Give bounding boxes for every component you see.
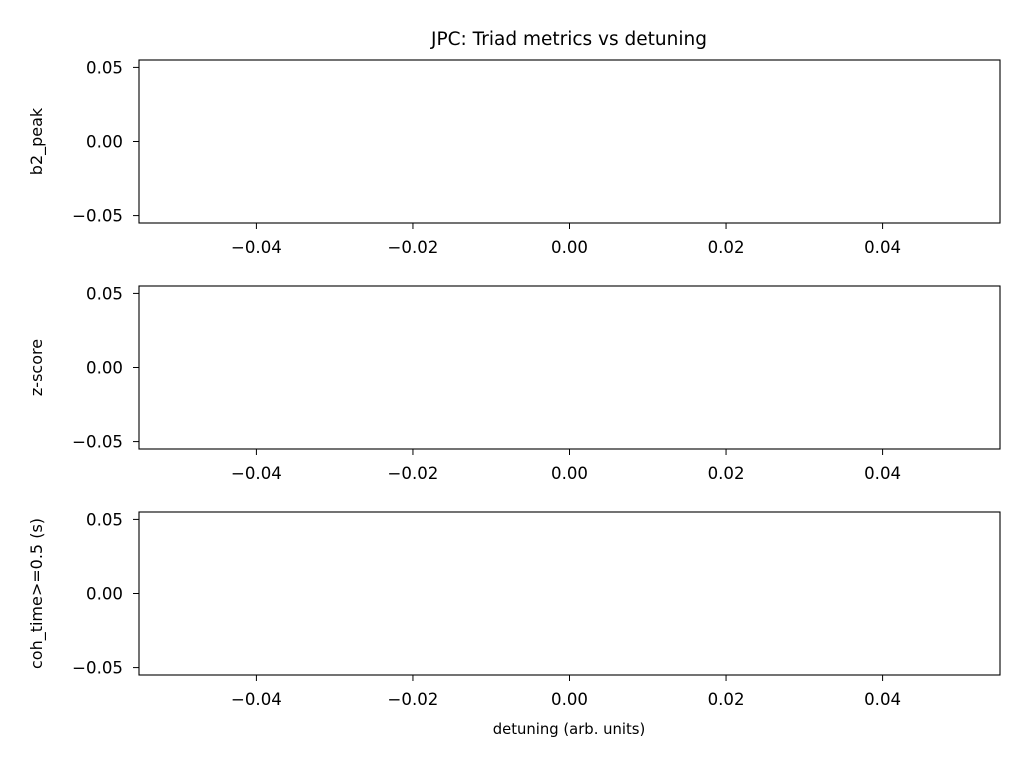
y-tick-label: −0.05	[72, 207, 123, 226]
x-tick-label: 0.04	[864, 464, 901, 483]
subplots: −0.04 −0.02 0.00 0.02 0.04 0.05 0.00 −0.05 b2_pe…	[27, 58, 1001, 709]
x-tick-label: −0.02	[388, 238, 439, 257]
x-axis-label: detuning (arb. units)	[493, 721, 646, 738]
x-tick-label: 0.04	[864, 690, 901, 709]
subplot-1: −0.04 −0.02 0.00 0.02 0.04 0.05 0.00 −0.05 b2_pe…	[27, 58, 1001, 257]
plot-area-frame	[138, 285, 1001, 450]
y-axis-label: coh_time>=0.5 (s)	[27, 518, 47, 669]
plot-area-frame	[138, 59, 1001, 224]
y-tick-label: −0.05	[72, 433, 123, 452]
y-tick-label: −0.05	[72, 659, 123, 678]
x-tick-label: 0.00	[551, 238, 588, 257]
y-tick-label: 0.00	[86, 133, 123, 152]
chart-title: JPC: Triad metrics vs detuning	[430, 29, 707, 50]
x-tick-label: 0.00	[551, 464, 588, 483]
y-axis-label: b2_peak	[27, 107, 47, 175]
x-tick-label: 0.02	[708, 238, 745, 257]
x-tick-label: −0.04	[231, 238, 282, 257]
x-tick-label: −0.02	[388, 690, 439, 709]
x-tick-label: 0.02	[708, 464, 745, 483]
plot-area-frame	[138, 511, 1001, 676]
y-axis-label: z-score	[27, 339, 46, 396]
x-tick-label: −0.04	[231, 464, 282, 483]
x-tick-label: 0.00	[551, 690, 588, 709]
y-tick-label: 0.05	[86, 284, 123, 303]
y-tick-label: 0.00	[86, 585, 123, 604]
x-tick-label: −0.02	[388, 464, 439, 483]
y-tick-label: 0.00	[86, 359, 123, 378]
y-tick-label: 0.05	[86, 510, 123, 529]
x-tick-label: −0.04	[231, 690, 282, 709]
y-tick-label: 0.05	[86, 58, 123, 77]
x-tick-label: 0.04	[864, 238, 901, 257]
subplot-3: −0.04 −0.02 0.00 0.02 0.04 0.05 0.00 −0.05 coh_t…	[27, 510, 1001, 709]
x-tick-label: 0.02	[708, 690, 745, 709]
subplot-2: −0.04 −0.02 0.00 0.02 0.04 0.05 0.00 −0.05 z-sco…	[27, 284, 1001, 483]
